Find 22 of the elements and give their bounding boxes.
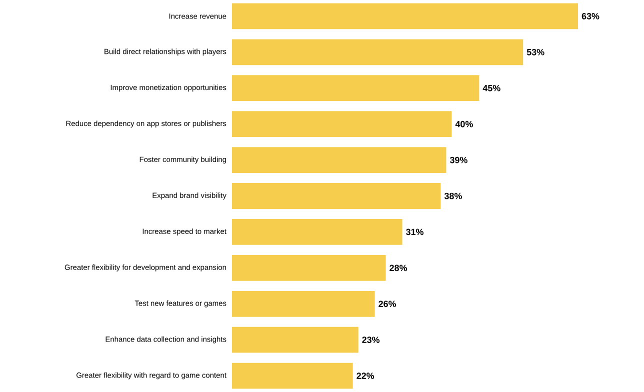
bar — [232, 147, 446, 173]
bar — [232, 290, 375, 317]
bar — [232, 219, 402, 245]
data-label: 38% — [444, 192, 462, 200]
data-label: 63% — [582, 12, 600, 20]
bar — [232, 111, 452, 138]
data-label: 39% — [450, 156, 468, 164]
data-label: 28% — [390, 264, 408, 272]
data-label: 40% — [455, 120, 473, 128]
bar — [232, 3, 578, 30]
bar — [232, 254, 386, 281]
data-label: 22% — [356, 372, 374, 379]
data-label: 45% — [482, 84, 500, 92]
bar — [232, 183, 441, 209]
bar — [232, 362, 353, 389]
data-label: 26% — [378, 300, 396, 308]
bar — [232, 326, 358, 353]
data-label: 31% — [406, 228, 424, 236]
bar — [232, 39, 524, 66]
data-label: 53% — [526, 48, 544, 56]
data-label: 23% — [362, 336, 380, 344]
bar — [232, 75, 480, 102]
